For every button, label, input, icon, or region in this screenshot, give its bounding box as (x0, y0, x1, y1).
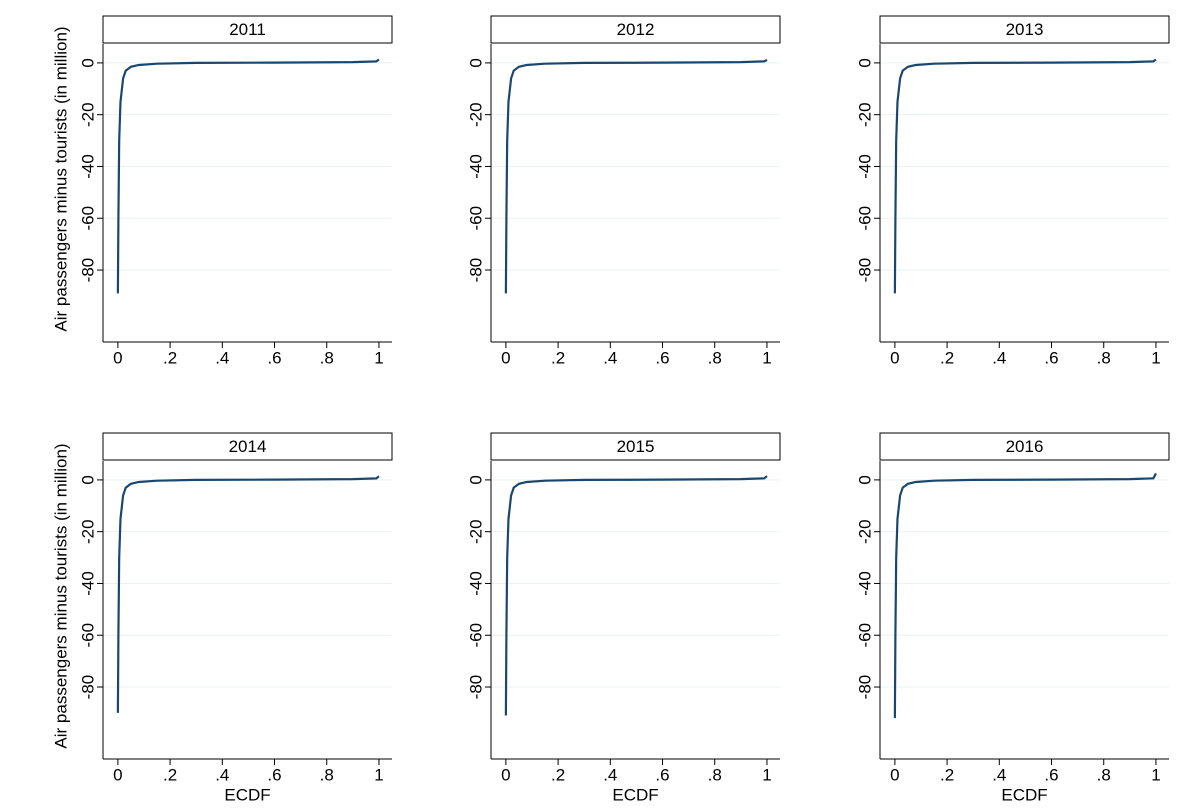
ecdf-line (893, 58, 1157, 294)
y-tick-label: -80 (466, 675, 485, 700)
y-tick-label: -20 (78, 519, 97, 544)
x-tick-label: 1 (374, 765, 383, 784)
x-tick-label: .4 (603, 765, 617, 784)
panel-title: 2011 (229, 20, 266, 39)
x-tick-label: .8 (1097, 348, 1111, 367)
x-tick-label: .2 (940, 348, 954, 367)
x-tick-label: .2 (163, 765, 177, 784)
x-tick-label: .2 (163, 348, 177, 367)
y-tick-label: -20 (466, 519, 485, 544)
x-tick-label: .8 (320, 348, 334, 367)
x-tick-label: .8 (708, 348, 722, 367)
y-tick-label: -60 (855, 206, 874, 231)
y-tick-label: -60 (78, 623, 97, 648)
x-tick-label: 0 (890, 348, 899, 367)
x-tick-label: .6 (655, 765, 669, 784)
x-tick-label: 1 (1151, 348, 1160, 367)
x-tick-label: 0 (113, 765, 122, 784)
y-tick-label: -40 (78, 154, 97, 179)
y-tick-label: -40 (466, 571, 485, 596)
x-tick-label: 0 (501, 348, 510, 367)
ecdf-line (504, 475, 768, 716)
y-tick-label: -20 (855, 519, 874, 544)
x-tick-label: 0 (501, 765, 510, 784)
x-tick-label: .4 (992, 348, 1006, 367)
x-tick-label: .8 (320, 765, 334, 784)
x-tick-label: .6 (267, 765, 281, 784)
x-tick-label: .2 (940, 765, 954, 784)
y-tick-label: -80 (855, 675, 874, 700)
x-tick-label: 0 (890, 765, 899, 784)
x-tick-label: .2 (551, 765, 565, 784)
panel-header (102, 432, 393, 461)
x-tick-label: .4 (215, 348, 229, 367)
x-tick-label: .4 (215, 765, 229, 784)
ecdf-line (116, 475, 380, 713)
y-tick-label: -40 (855, 571, 874, 596)
y-tick-label: -60 (855, 623, 874, 648)
x-tick-label: .6 (1044, 348, 1058, 367)
panel-header (490, 15, 781, 44)
y-axis-label: Air passengers minus tourists (in millio… (51, 443, 70, 748)
panel-title: 2012 (617, 20, 655, 39)
y-tick-label: -80 (78, 675, 97, 700)
y-tick-label: 0 (466, 58, 485, 67)
y-tick-label: -20 (466, 102, 485, 127)
x-tick-label: .2 (551, 348, 565, 367)
panel-header (879, 432, 1170, 461)
y-tick-label: 0 (855, 475, 874, 484)
x-axis-label: ECDF (612, 785, 658, 804)
y-tick-label: -20 (78, 102, 97, 127)
panel-header (102, 15, 393, 44)
y-tick-label: -40 (466, 154, 485, 179)
y-tick-label: -60 (78, 206, 97, 231)
x-axis-label: ECDF (1001, 785, 1047, 804)
ecdf-line (116, 58, 380, 294)
ecdf-line (504, 58, 768, 294)
y-tick-label: -60 (466, 623, 485, 648)
x-tick-label: 1 (762, 348, 771, 367)
panel-title: 2016 (1006, 437, 1044, 456)
y-tick-label: -60 (466, 206, 485, 231)
x-tick-label: 1 (762, 765, 771, 784)
panel-title: 2014 (229, 437, 267, 456)
x-tick-label: .4 (992, 765, 1006, 784)
x-tick-label: 1 (374, 348, 383, 367)
ecdf-line (893, 472, 1157, 719)
y-tick-label: 0 (466, 475, 485, 484)
x-tick-label: .6 (1044, 765, 1058, 784)
y-tick-label: 0 (78, 58, 97, 67)
y-axis-label: Air passengers minus tourists (in millio… (51, 26, 70, 331)
x-tick-label: .8 (708, 765, 722, 784)
y-tick-label: -80 (78, 258, 97, 283)
x-tick-label: 1 (1151, 765, 1160, 784)
y-tick-label: -80 (855, 258, 874, 283)
y-tick-label: 0 (855, 58, 874, 67)
x-tick-label: .6 (267, 348, 281, 367)
panel-header (490, 432, 781, 461)
x-tick-label: .4 (603, 348, 617, 367)
panel-title: 2013 (1006, 20, 1044, 39)
y-tick-label: -40 (78, 571, 97, 596)
x-tick-label: 0 (113, 348, 122, 367)
y-tick-label: -20 (855, 102, 874, 127)
y-tick-label: -80 (466, 258, 485, 283)
panel-header (879, 15, 1170, 44)
y-tick-label: -40 (855, 154, 874, 179)
panel-title: 2015 (617, 437, 655, 456)
y-tick-label: 0 (78, 475, 97, 484)
x-axis-label: ECDF (224, 785, 270, 804)
x-tick-label: .6 (655, 348, 669, 367)
x-tick-label: .8 (1097, 765, 1111, 784)
